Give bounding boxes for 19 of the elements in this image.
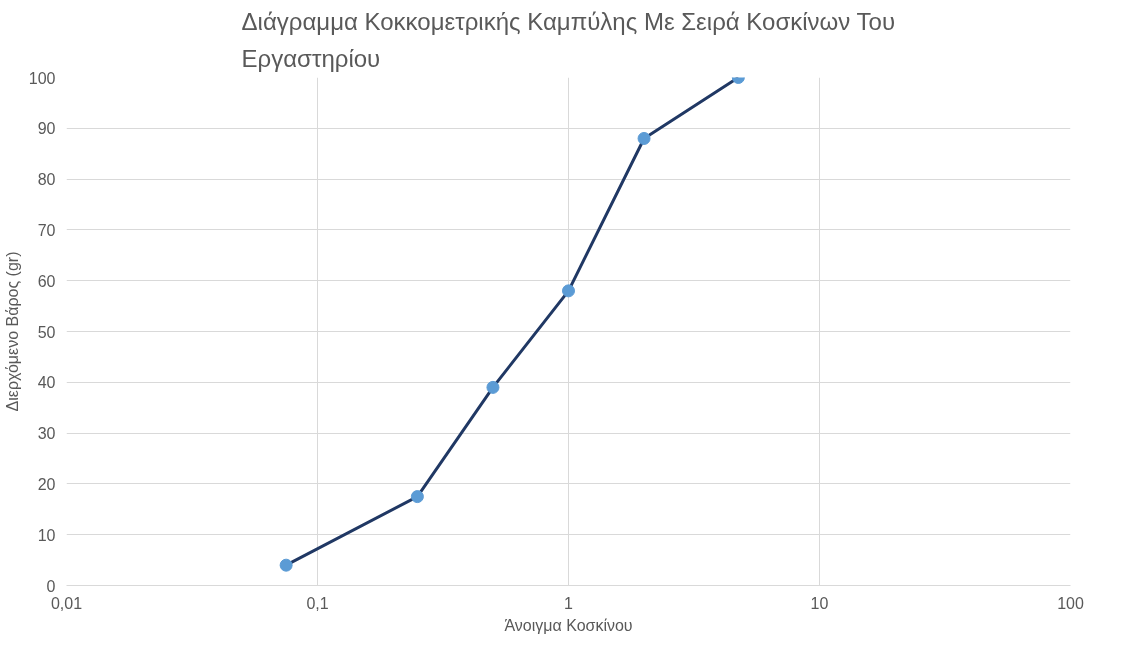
y-axis-title: Διερχόμενο Βάρος (gr) xyxy=(3,251,21,412)
y-tick-label: 90 xyxy=(37,120,56,138)
y-tick-label: 50 xyxy=(37,323,56,341)
x-tick-label: 100 xyxy=(1057,594,1084,612)
y-tick-label: 40 xyxy=(37,374,56,392)
y-tick-label: 100 xyxy=(28,69,56,87)
chart-title: Διάγραμμα Κοκκομετρικής Καμπύλης Με Σειρά Κοσκίνων Του Εργαστηρίου xyxy=(241,7,895,73)
x-tick-label: 1 xyxy=(564,594,574,612)
y-tick-label: 60 xyxy=(37,272,56,290)
x-axis-title: Άνοιγμα Κοσκίνου xyxy=(504,616,633,634)
y-tick-label: 80 xyxy=(37,171,56,189)
y-tick-label: 0 xyxy=(46,577,56,595)
x-tick-label: 0,1 xyxy=(306,594,329,612)
y-tick-label: 30 xyxy=(37,425,56,443)
x-tick-label: 0,01 xyxy=(50,594,83,612)
y-tick-label: 20 xyxy=(37,475,56,493)
y-tick-label: 70 xyxy=(37,221,56,239)
y-tick-label: 10 xyxy=(37,526,56,544)
x-tick-label: 10 xyxy=(810,594,829,612)
